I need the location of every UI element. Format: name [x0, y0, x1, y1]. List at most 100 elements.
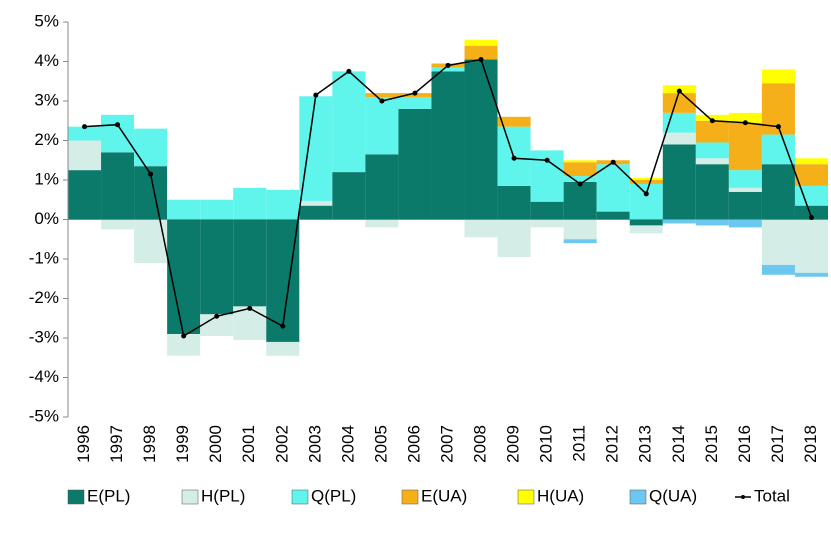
bar-segment [629, 225, 663, 234]
bar-segment [101, 152, 135, 220]
bar-segment [431, 71, 465, 220]
bar-segment [497, 219, 531, 258]
total-marker [115, 122, 121, 128]
bar-segment [728, 219, 762, 228]
x-tick-label: 2016 [735, 425, 754, 463]
total-marker [148, 171, 154, 177]
bar-segment [101, 114, 135, 153]
total-marker [478, 57, 484, 63]
bar-segment [497, 185, 531, 220]
y-tick-label: -1% [29, 248, 59, 267]
bar-segment [728, 170, 762, 188]
total-marker [181, 333, 187, 339]
bar-segment [68, 140, 102, 171]
bar-segment [563, 181, 597, 220]
y-tick-label: 4% [34, 51, 59, 70]
bar-segment [365, 154, 399, 220]
x-tick-label: 2017 [768, 425, 787, 463]
bar-segment [662, 112, 696, 133]
total-marker [412, 90, 418, 96]
legend-label: H(UA) [537, 486, 584, 505]
total-marker [511, 155, 517, 161]
x-tick-label: 2005 [371, 425, 390, 463]
bar-segment [596, 164, 630, 212]
bar-segment [464, 59, 498, 220]
bar-segment [563, 176, 597, 182]
bar-segment [794, 205, 828, 220]
x-tick-label: 1996 [74, 425, 93, 463]
bar-segment [629, 178, 663, 180]
legend-swatch [401, 489, 419, 505]
bar-segment [200, 199, 234, 220]
x-tick-label: 2009 [504, 425, 523, 463]
bar-segment [299, 200, 333, 206]
x-tick-label: 1999 [173, 425, 192, 463]
total-marker [346, 68, 352, 74]
y-tick-label: 0% [34, 209, 59, 228]
bar-segment [464, 219, 498, 238]
legend-label: E(UA) [421, 486, 467, 505]
x-tick-label: 2008 [471, 425, 490, 463]
bar-segment [167, 219, 201, 335]
x-tick-label: 1997 [107, 425, 126, 463]
bar-segment [695, 120, 729, 143]
bar-segment [761, 164, 795, 220]
legend-label: Total [754, 486, 790, 505]
bar-segment [299, 96, 333, 201]
bar-segment [167, 334, 201, 356]
x-tick-label: 2013 [636, 425, 655, 463]
x-tick-label: 2018 [801, 425, 820, 463]
legend-marker [741, 495, 745, 499]
bar-segment [497, 116, 531, 127]
bar-segment [299, 205, 333, 220]
bar-segment [332, 71, 366, 173]
bar-segment [266, 189, 300, 220]
x-tick-label: 2000 [206, 425, 225, 463]
bar-segment [233, 306, 267, 340]
bar-segment [629, 219, 663, 226]
x-tick-label: 2010 [537, 425, 556, 463]
total-marker [247, 305, 253, 311]
y-tick-label: 2% [34, 130, 59, 149]
total-marker [214, 313, 220, 319]
x-tick-label: 2011 [570, 425, 589, 462]
bar-segment [761, 264, 795, 275]
bar-segment [563, 219, 597, 240]
bar-segment [794, 164, 828, 186]
x-tick-label: 2002 [272, 425, 291, 463]
x-tick-label: 2003 [305, 425, 324, 463]
bar-segment [134, 219, 168, 263]
bar-segment [695, 219, 729, 226]
total-marker [280, 323, 286, 329]
legend-label: Q(UA) [649, 486, 697, 505]
bar-segment [563, 239, 597, 244]
x-tick-label: 2006 [404, 425, 423, 463]
bar-segment [629, 180, 663, 184]
bar-segment [134, 128, 168, 167]
legend-label: Q(PL) [311, 486, 356, 505]
legend-swatch [517, 489, 535, 505]
bar-segment [761, 219, 795, 265]
bar-segment [365, 97, 399, 155]
bar-segment [662, 219, 696, 224]
total-marker [445, 62, 451, 68]
bar-segment [398, 108, 432, 220]
bar-segment [266, 341, 300, 356]
bar-segment [68, 126, 102, 141]
total-marker [379, 98, 385, 104]
legend-label: E(PL) [87, 486, 130, 505]
bar-segment [695, 114, 729, 121]
total-marker [577, 181, 583, 187]
bar-segment [233, 219, 267, 307]
bar-segment [464, 45, 498, 60]
bar-segment [464, 39, 498, 46]
bar-segment [431, 67, 465, 72]
total-marker [709, 118, 715, 124]
legend-swatch [629, 489, 647, 505]
x-tick-label: 2015 [702, 425, 721, 463]
total-marker [82, 124, 88, 130]
bar-segment [629, 183, 663, 220]
legend-swatch [67, 489, 85, 505]
legend-label: H(PL) [201, 486, 245, 505]
legend-swatch [291, 489, 309, 505]
